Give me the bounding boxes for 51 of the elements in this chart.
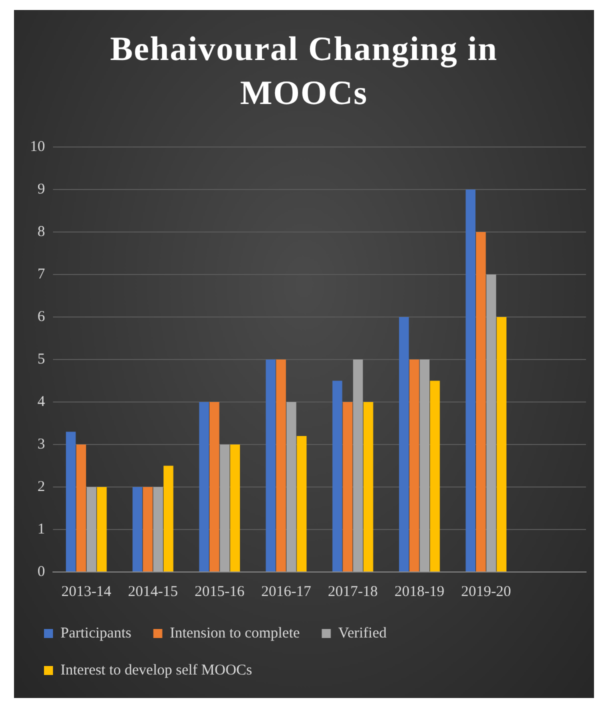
legend-label: Verified: [338, 625, 388, 642]
bar: [430, 380, 440, 572]
bar: [142, 487, 153, 572]
bar: [332, 380, 342, 572]
bar: [86, 487, 96, 572]
y-tick-label: 4: [38, 394, 46, 410]
y-tick-label: 7: [38, 266, 46, 282]
bar: [420, 360, 430, 572]
y-tick-label: 0: [38, 564, 45, 580]
bar: [266, 360, 276, 572]
bar: [164, 466, 174, 572]
y-tick-label: 5: [38, 351, 45, 368]
legend-label: Intension to complete: [170, 625, 300, 642]
x-tick-label: 2017-18: [328, 584, 378, 600]
y-tick-label: 3: [38, 436, 45, 452]
bar: [496, 317, 506, 572]
bar: [476, 232, 486, 572]
bar: [276, 360, 286, 572]
x-tick-label: 2019-20: [461, 584, 512, 600]
bar: [486, 274, 496, 572]
bar: [199, 402, 209, 572]
y-tick-label: 1: [38, 521, 45, 538]
bar: [220, 444, 230, 572]
bar: [209, 402, 220, 572]
chart-title: Behaivoural Changing in MOOCs: [109, 30, 499, 114]
bar: [96, 487, 107, 572]
bar: [363, 402, 374, 572]
bar: [153, 487, 164, 572]
bar: [466, 190, 476, 572]
x-tick-label: 2013-14: [61, 584, 112, 600]
y-tick-label: 10: [30, 138, 45, 155]
x-tick-label: 2014-15: [128, 584, 178, 600]
bar: [66, 432, 76, 572]
bar: [76, 444, 86, 572]
x-tick-label: 2018-19: [394, 584, 444, 600]
x-tick-label: 2015-16: [194, 584, 246, 600]
bar: [409, 360, 420, 572]
y-tick-label: 6: [38, 308, 46, 325]
y-tick-label: 8: [38, 224, 45, 240]
y-tick-label: 2: [38, 478, 45, 495]
legend-label: Participants: [60, 625, 132, 642]
y-tick-label: 9: [38, 181, 45, 198]
bar: [132, 487, 142, 572]
bar: [353, 360, 363, 572]
bar: [230, 444, 240, 572]
bar: [286, 402, 296, 572]
bar: [296, 436, 307, 572]
bar: [342, 402, 353, 572]
legend-label: Interest to develop self MOOCs: [60, 662, 252, 678]
x-tick-label: 2016-17: [261, 584, 312, 600]
bar: [399, 317, 409, 572]
